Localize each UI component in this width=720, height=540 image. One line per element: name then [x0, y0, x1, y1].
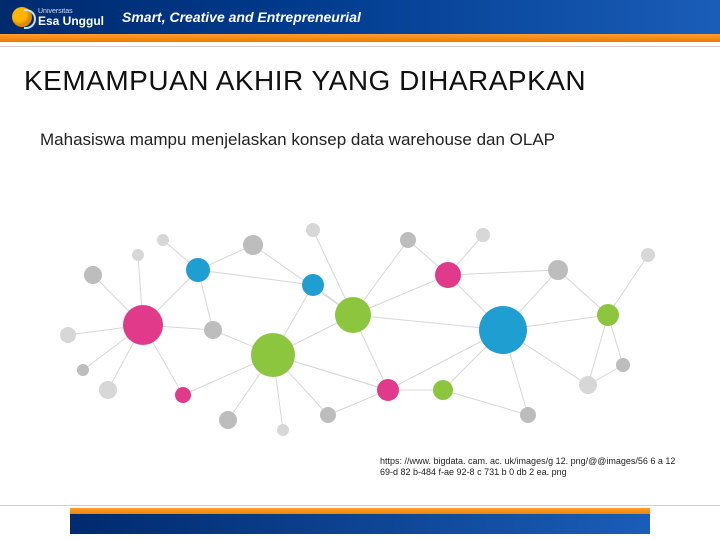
footer — [0, 496, 720, 540]
image-source-caption: https: //www. bigdata. cam. ac. uk/image… — [380, 456, 680, 478]
logo-name: Esa Unggul — [38, 14, 104, 28]
university-logo: Universitas Esa Unggul — [12, 7, 104, 27]
footer-divider — [0, 505, 720, 506]
network-graphic — [48, 215, 668, 450]
logo-top-label: Universitas — [38, 8, 104, 15]
slide-title: KEMAMPUAN AKHIR YANG DIHARAPKAN — [0, 47, 720, 111]
logo-mark-icon — [12, 7, 32, 27]
header-tagline: Smart, Creative and Entrepreneurial — [122, 9, 361, 25]
header-accent-strip — [0, 34, 720, 42]
slide-body-text: Mahasiswa mampu menjelaskan konsep data … — [0, 111, 720, 152]
header-bar: Universitas Esa Unggul Smart, Creative a… — [0, 0, 720, 34]
footer-bar — [70, 514, 650, 534]
logo-text: Universitas Esa Unggul — [38, 8, 104, 27]
